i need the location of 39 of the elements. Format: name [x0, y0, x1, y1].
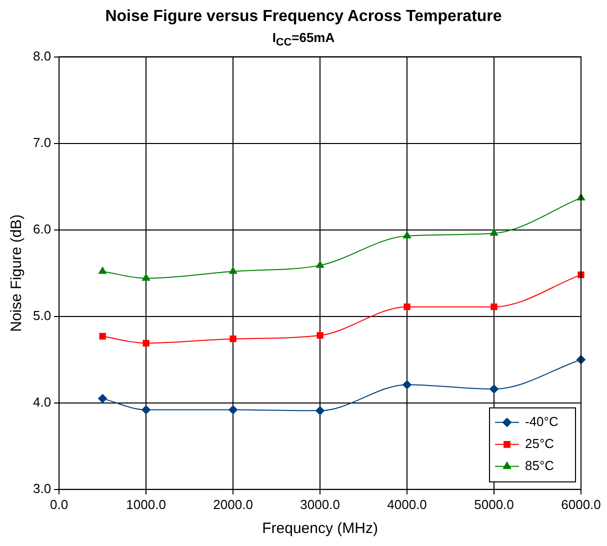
y-tick-label: 3.0 — [32, 480, 52, 496]
y-tick-label: 4.0 — [32, 394, 52, 410]
x-tick-label: 2000.0 — [213, 496, 253, 512]
legend-label: 85°C — [525, 458, 554, 473]
point — [402, 380, 412, 390]
point — [490, 384, 499, 394]
x-tick-label: 6000.0 — [561, 496, 601, 512]
point — [316, 332, 324, 339]
point — [490, 228, 498, 236]
point — [229, 266, 238, 274]
point — [228, 405, 238, 414]
chart-title: Noise Figure versus Frequency Across Temperature — [104, 8, 503, 26]
point — [404, 304, 410, 310]
point — [142, 340, 150, 347]
y-tick-label: 5.0 — [32, 308, 52, 323]
point — [316, 260, 324, 268]
point — [98, 394, 108, 404]
chart-subtitle: I$_{CC}$=65mA — [271, 30, 336, 49]
point — [98, 266, 107, 274]
x-tick-label: 4000.0 — [387, 496, 427, 512]
y-tick-label: 7.0 — [32, 134, 52, 150]
legend-label: 25°C — [525, 436, 554, 451]
x-tick-label: 3000.0 — [300, 496, 340, 512]
x-tick-label: 1000.0 — [126, 496, 166, 512]
x-axis-title: Frequency (MHz) — [262, 520, 378, 538]
x-tick-label: 5000.0 — [474, 496, 514, 512]
point — [142, 274, 150, 281]
y-axis-title: Noise Figure (dB) — [8, 214, 26, 332]
point — [490, 304, 498, 310]
point — [99, 332, 106, 340]
x-tick-label: 0.0 — [50, 496, 68, 512]
legend-label: -40°C — [525, 414, 558, 429]
point — [403, 231, 411, 238]
y-tick-label: 8.0 — [32, 48, 52, 64]
y-tick-label: 6.0 — [32, 221, 52, 236]
point — [578, 272, 584, 278]
point — [230, 336, 236, 342]
point — [142, 405, 151, 414]
point — [316, 406, 325, 416]
